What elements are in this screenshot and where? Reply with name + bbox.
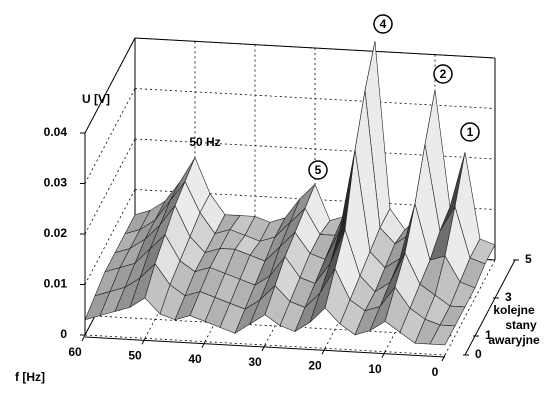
y-tick-label: 5: [525, 252, 532, 266]
tick-mark: [141, 338, 146, 345]
y-tick-label: 1: [485, 328, 492, 342]
z-tick-label: 0.01: [44, 277, 68, 291]
annotation: 4: [380, 17, 387, 31]
annotation-circle: [373, 14, 393, 34]
annotation: 2: [440, 67, 447, 81]
z-tick-label: 0.03: [44, 176, 68, 190]
y-axis-label: kolejne: [493, 303, 535, 317]
grid-line: [94, 315, 456, 337]
x-tick-label: 0: [432, 365, 439, 379]
tick-mark: [261, 344, 266, 352]
x-tick-label: 60: [68, 345, 82, 359]
x-tick-label: 20: [308, 359, 322, 373]
x-tick-label: 50: [128, 349, 142, 363]
axis-line: [84, 336, 446, 358]
annotation-circle: [308, 160, 328, 180]
z-tick-label: 0.04: [44, 125, 68, 139]
annotation: 1: [467, 125, 474, 139]
y-axis-label: awaryjne: [488, 333, 540, 347]
surface: [84, 41, 496, 346]
box-edge: [84, 37, 136, 134]
tick-mark: [201, 341, 206, 348]
x-tick-label: 10: [368, 362, 382, 376]
grid-line: [84, 334, 446, 356]
tick-mark: [381, 351, 386, 358]
labels: U [V] f [Hz] kolejne stany awaryjne 50 H…: [15, 14, 540, 384]
z-tick-label: 0.02: [44, 226, 68, 240]
annotation-circle: [433, 64, 453, 84]
annotation: 5: [315, 163, 322, 177]
z-tick-label: 0: [60, 327, 67, 341]
x-tick-label: 30: [248, 355, 262, 369]
surface-patch: [429, 324, 456, 346]
tick-mark: [321, 348, 326, 355]
y-axis-label: stany: [505, 318, 537, 332]
annotation-circle: [460, 122, 480, 142]
y-tick-label: 0: [475, 347, 482, 361]
x-axis-label: f [Hz]: [15, 370, 45, 384]
y-tick-label: 3: [505, 290, 512, 304]
tick-mark: [81, 334, 86, 342]
annotation: 50 Hz: [189, 135, 220, 149]
x-tick-label: 40: [188, 352, 202, 366]
z-axis-label: U [V]: [82, 92, 110, 106]
tick-mark: [441, 354, 446, 362]
axis-line: [464, 259, 516, 356]
grid-line: [84, 138, 136, 235]
